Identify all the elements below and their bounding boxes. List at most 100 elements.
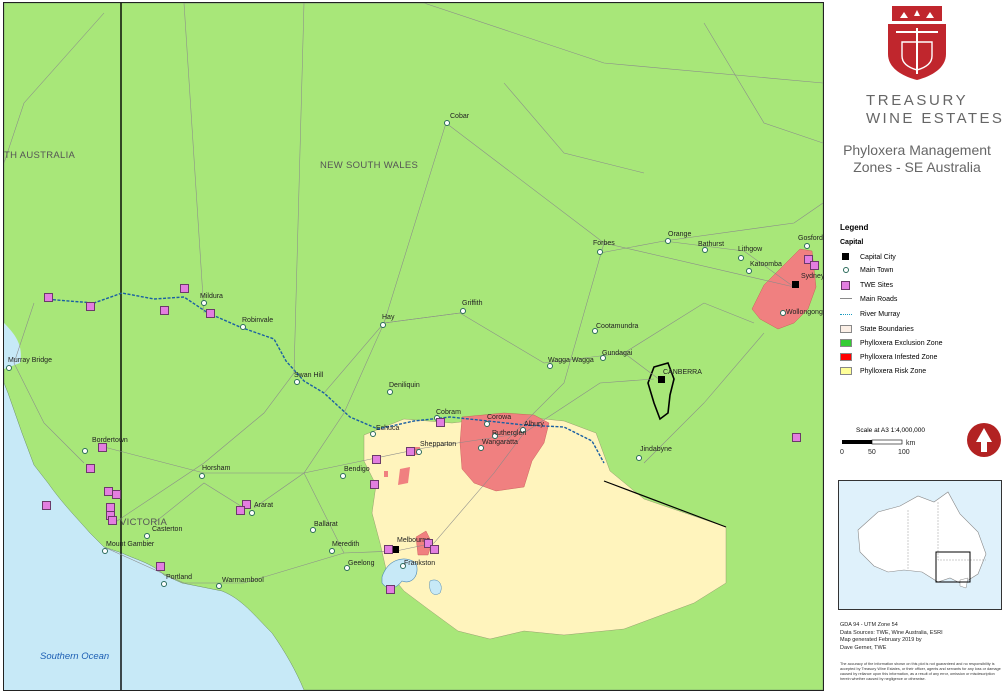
town-dot bbox=[329, 548, 335, 554]
town-dot bbox=[400, 563, 406, 569]
capital-swatch-icon bbox=[840, 253, 852, 261]
twe-site-marker bbox=[792, 433, 801, 442]
town-label: Wagga Wagga bbox=[548, 357, 594, 364]
twe-site-marker bbox=[44, 293, 53, 302]
twe-site-marker bbox=[98, 443, 107, 452]
capital-label-melbourne: Melbourne bbox=[397, 537, 431, 544]
sidebar-panel: TREASURY WINE ESTATES Phyloxera Manageme… bbox=[826, 0, 1008, 693]
town-dot bbox=[380, 322, 386, 328]
legend-item-town: Main Town bbox=[840, 265, 893, 275]
scale-tick-50: 50 bbox=[868, 449, 876, 456]
legend-label: Phylloxera Risk Zone bbox=[860, 367, 927, 375]
capital-marker bbox=[792, 281, 799, 288]
town-dot bbox=[416, 449, 422, 455]
town-label: Hay bbox=[382, 314, 395, 321]
twe-site-marker bbox=[206, 309, 215, 318]
town-dot bbox=[216, 583, 222, 589]
town-dot bbox=[249, 510, 255, 516]
town-dot bbox=[240, 324, 246, 330]
scale-bar bbox=[842, 439, 903, 445]
town-dot bbox=[6, 365, 12, 371]
brand-line-1: TREASURY bbox=[866, 92, 969, 109]
ocean-label: Southern Ocean bbox=[40, 651, 110, 662]
legend-item-exclusion: Phylloxera Exclusion Zone bbox=[840, 338, 943, 348]
town-dot bbox=[478, 445, 484, 451]
town-label: Jindabyne bbox=[640, 446, 672, 453]
town-label: Bathurst bbox=[698, 241, 725, 248]
legend-item-state: State Boundaries bbox=[840, 324, 914, 334]
town-label: Echuca bbox=[376, 425, 400, 432]
town-dot bbox=[310, 527, 316, 533]
town-dot bbox=[294, 379, 300, 385]
town-label: Ballarat bbox=[314, 521, 338, 528]
disclaimer-text: The accuracy of the information shown on… bbox=[840, 662, 1001, 681]
town-dot bbox=[102, 548, 108, 554]
map-panel[interactable]: NEW SOUTH WALES TH AUSTRALIA VICTORIA So… bbox=[3, 2, 824, 691]
twe-site-marker bbox=[372, 455, 381, 464]
legend-label: Main Roads bbox=[860, 295, 898, 303]
town-label: Mildura bbox=[200, 293, 223, 300]
legend-item-road: Main Roads bbox=[840, 294, 897, 304]
state-label-vic: VICTORIA bbox=[120, 517, 168, 528]
state-swatch-icon bbox=[840, 325, 852, 333]
capital-label-canberra: CANBERRA bbox=[663, 369, 702, 376]
twe-site-marker bbox=[810, 261, 819, 270]
legend-label: TWE Sites bbox=[860, 281, 894, 289]
town-dot bbox=[344, 565, 350, 571]
twe-site-marker bbox=[242, 500, 251, 509]
brand-line-2: WINE ESTATES bbox=[866, 110, 1005, 127]
town-label: Wangaratta bbox=[482, 439, 518, 446]
town-label: Katoomba bbox=[750, 261, 782, 268]
town-label: Robinvale bbox=[242, 317, 274, 324]
town-dot bbox=[492, 433, 498, 439]
town-label: Horsham bbox=[202, 465, 231, 472]
legend-item-capital: Capital City bbox=[840, 252, 896, 262]
risk-swatch-icon bbox=[840, 367, 852, 375]
capital-label-sydney: Sydney bbox=[801, 273, 824, 280]
town-label: Rutherglen bbox=[492, 430, 527, 437]
town-label: Bendigo bbox=[344, 466, 370, 473]
town-label: Swan Hill bbox=[294, 372, 324, 379]
town-label: Lithgow bbox=[738, 246, 763, 253]
infested-swatch-icon bbox=[840, 353, 852, 361]
legend-label: Capital City bbox=[860, 253, 896, 261]
note-line: GDA 94 - UTM Zone 54 bbox=[840, 622, 898, 628]
note-line: Data Sources: TWE, Wine Australia, ESRI bbox=[840, 629, 943, 636]
twe-site-marker bbox=[236, 506, 245, 515]
map-canvas bbox=[4, 3, 823, 690]
twe-site-marker bbox=[86, 302, 95, 311]
twe-site-marker bbox=[384, 545, 393, 554]
map-title: Phyloxera Management Zones - SE Australi… bbox=[826, 142, 1008, 176]
town-dot bbox=[636, 455, 642, 461]
town-swatch-icon bbox=[840, 266, 852, 274]
legend-subheading: Capital bbox=[840, 239, 864, 246]
town-label: Cootamundra bbox=[596, 323, 639, 330]
infested-zone-ne-vic bbox=[459, 412, 550, 492]
capital-marker bbox=[392, 546, 399, 553]
town-dot bbox=[520, 427, 526, 433]
town-label: Mount Gambier bbox=[106, 541, 155, 548]
town-dot bbox=[547, 363, 553, 369]
twe-site-marker bbox=[112, 490, 121, 499]
town-label: Ararat bbox=[254, 502, 274, 509]
note-line: Dave Gerner, TWE bbox=[840, 644, 887, 651]
town-dot bbox=[665, 238, 671, 244]
twe-site-marker bbox=[108, 516, 117, 525]
town-dot bbox=[161, 581, 167, 587]
town-dot bbox=[738, 255, 744, 261]
town-dot bbox=[804, 243, 810, 249]
spencer-coast bbox=[4, 323, 21, 369]
town-label: Corowa bbox=[487, 414, 512, 421]
twe-site-marker bbox=[156, 562, 165, 571]
town-label: Warrnambool bbox=[222, 577, 264, 584]
exclusion-swatch-icon bbox=[840, 339, 852, 347]
twe-site-marker bbox=[86, 464, 95, 473]
town-label: Gundagai bbox=[602, 350, 633, 357]
town-dot bbox=[702, 247, 708, 253]
legend-heading: Legend bbox=[840, 223, 869, 232]
town-label: Meredith bbox=[332, 541, 360, 548]
town-label: Cobar bbox=[450, 113, 470, 120]
inset-map bbox=[838, 480, 1002, 610]
twe-site-marker bbox=[180, 284, 189, 293]
twe-site-marker bbox=[430, 545, 439, 554]
